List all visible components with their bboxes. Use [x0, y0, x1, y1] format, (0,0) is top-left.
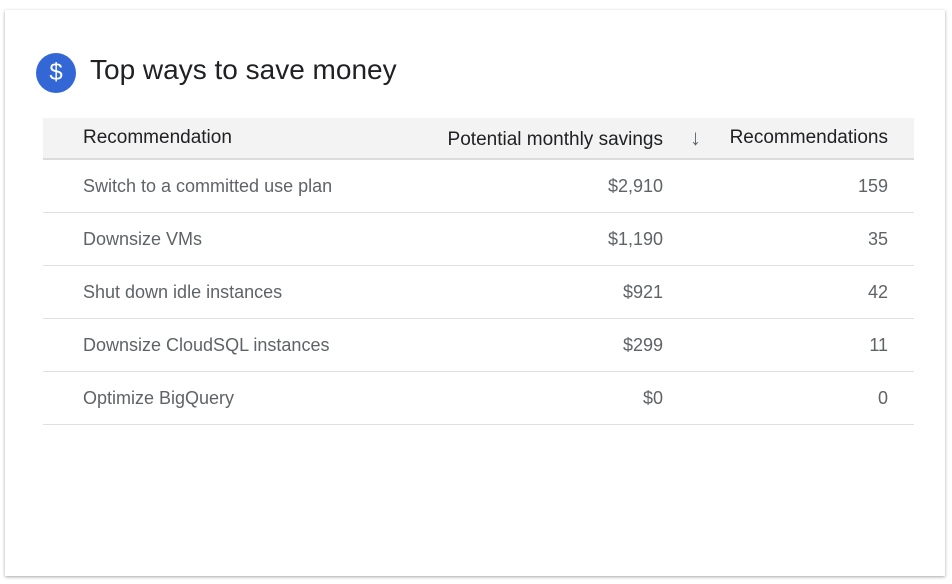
table-row[interactable]: Downsize VMs $1,190 35: [43, 212, 914, 266]
savings-cell: $299: [373, 318, 663, 372]
savings-cell: $2,910: [373, 159, 663, 213]
arrow-down-icon[interactable]: ↓: [690, 125, 701, 150]
column-header-recommendations[interactable]: Recommendations: [663, 118, 914, 160]
recommendation-cell: Downsize CloudSQL instances: [43, 318, 373, 372]
savings-cell: $0: [373, 371, 663, 425]
table-header-row: Recommendation Potential monthly savings…: [43, 118, 914, 160]
savings-cell: $1,190: [373, 212, 663, 266]
card-title: Top ways to save money: [90, 54, 397, 85]
column-header-savings-label: Potential monthly savings: [447, 129, 663, 150]
recommendations-table: Recommendation Potential monthly savings…: [43, 118, 914, 425]
table-row[interactable]: Downsize CloudSQL instances $299 11: [43, 318, 914, 372]
column-header-recommendation[interactable]: Recommendation: [43, 118, 373, 160]
count-cell: 159: [663, 159, 914, 213]
table-row[interactable]: Optimize BigQuery $0 0: [43, 371, 914, 425]
table-row[interactable]: Switch to a committed use plan $2,910 159: [43, 159, 914, 213]
recommendation-cell: Optimize BigQuery: [43, 371, 373, 425]
column-header-savings[interactable]: Potential monthly savings ↓: [373, 118, 701, 160]
count-cell: 42: [663, 265, 914, 319]
savings-cell: $921: [373, 265, 663, 319]
recommendation-cell: Switch to a committed use plan: [43, 159, 373, 213]
recommendation-cell: Shut down idle instances: [43, 265, 373, 319]
count-cell: 35: [663, 212, 914, 266]
dollar-icon: $: [36, 53, 76, 93]
table-row[interactable]: Shut down idle instances $921 42: [43, 265, 914, 319]
recommendation-cell: Downsize VMs: [43, 212, 373, 266]
count-cell: 11: [663, 318, 914, 372]
count-cell: 0: [663, 371, 914, 425]
